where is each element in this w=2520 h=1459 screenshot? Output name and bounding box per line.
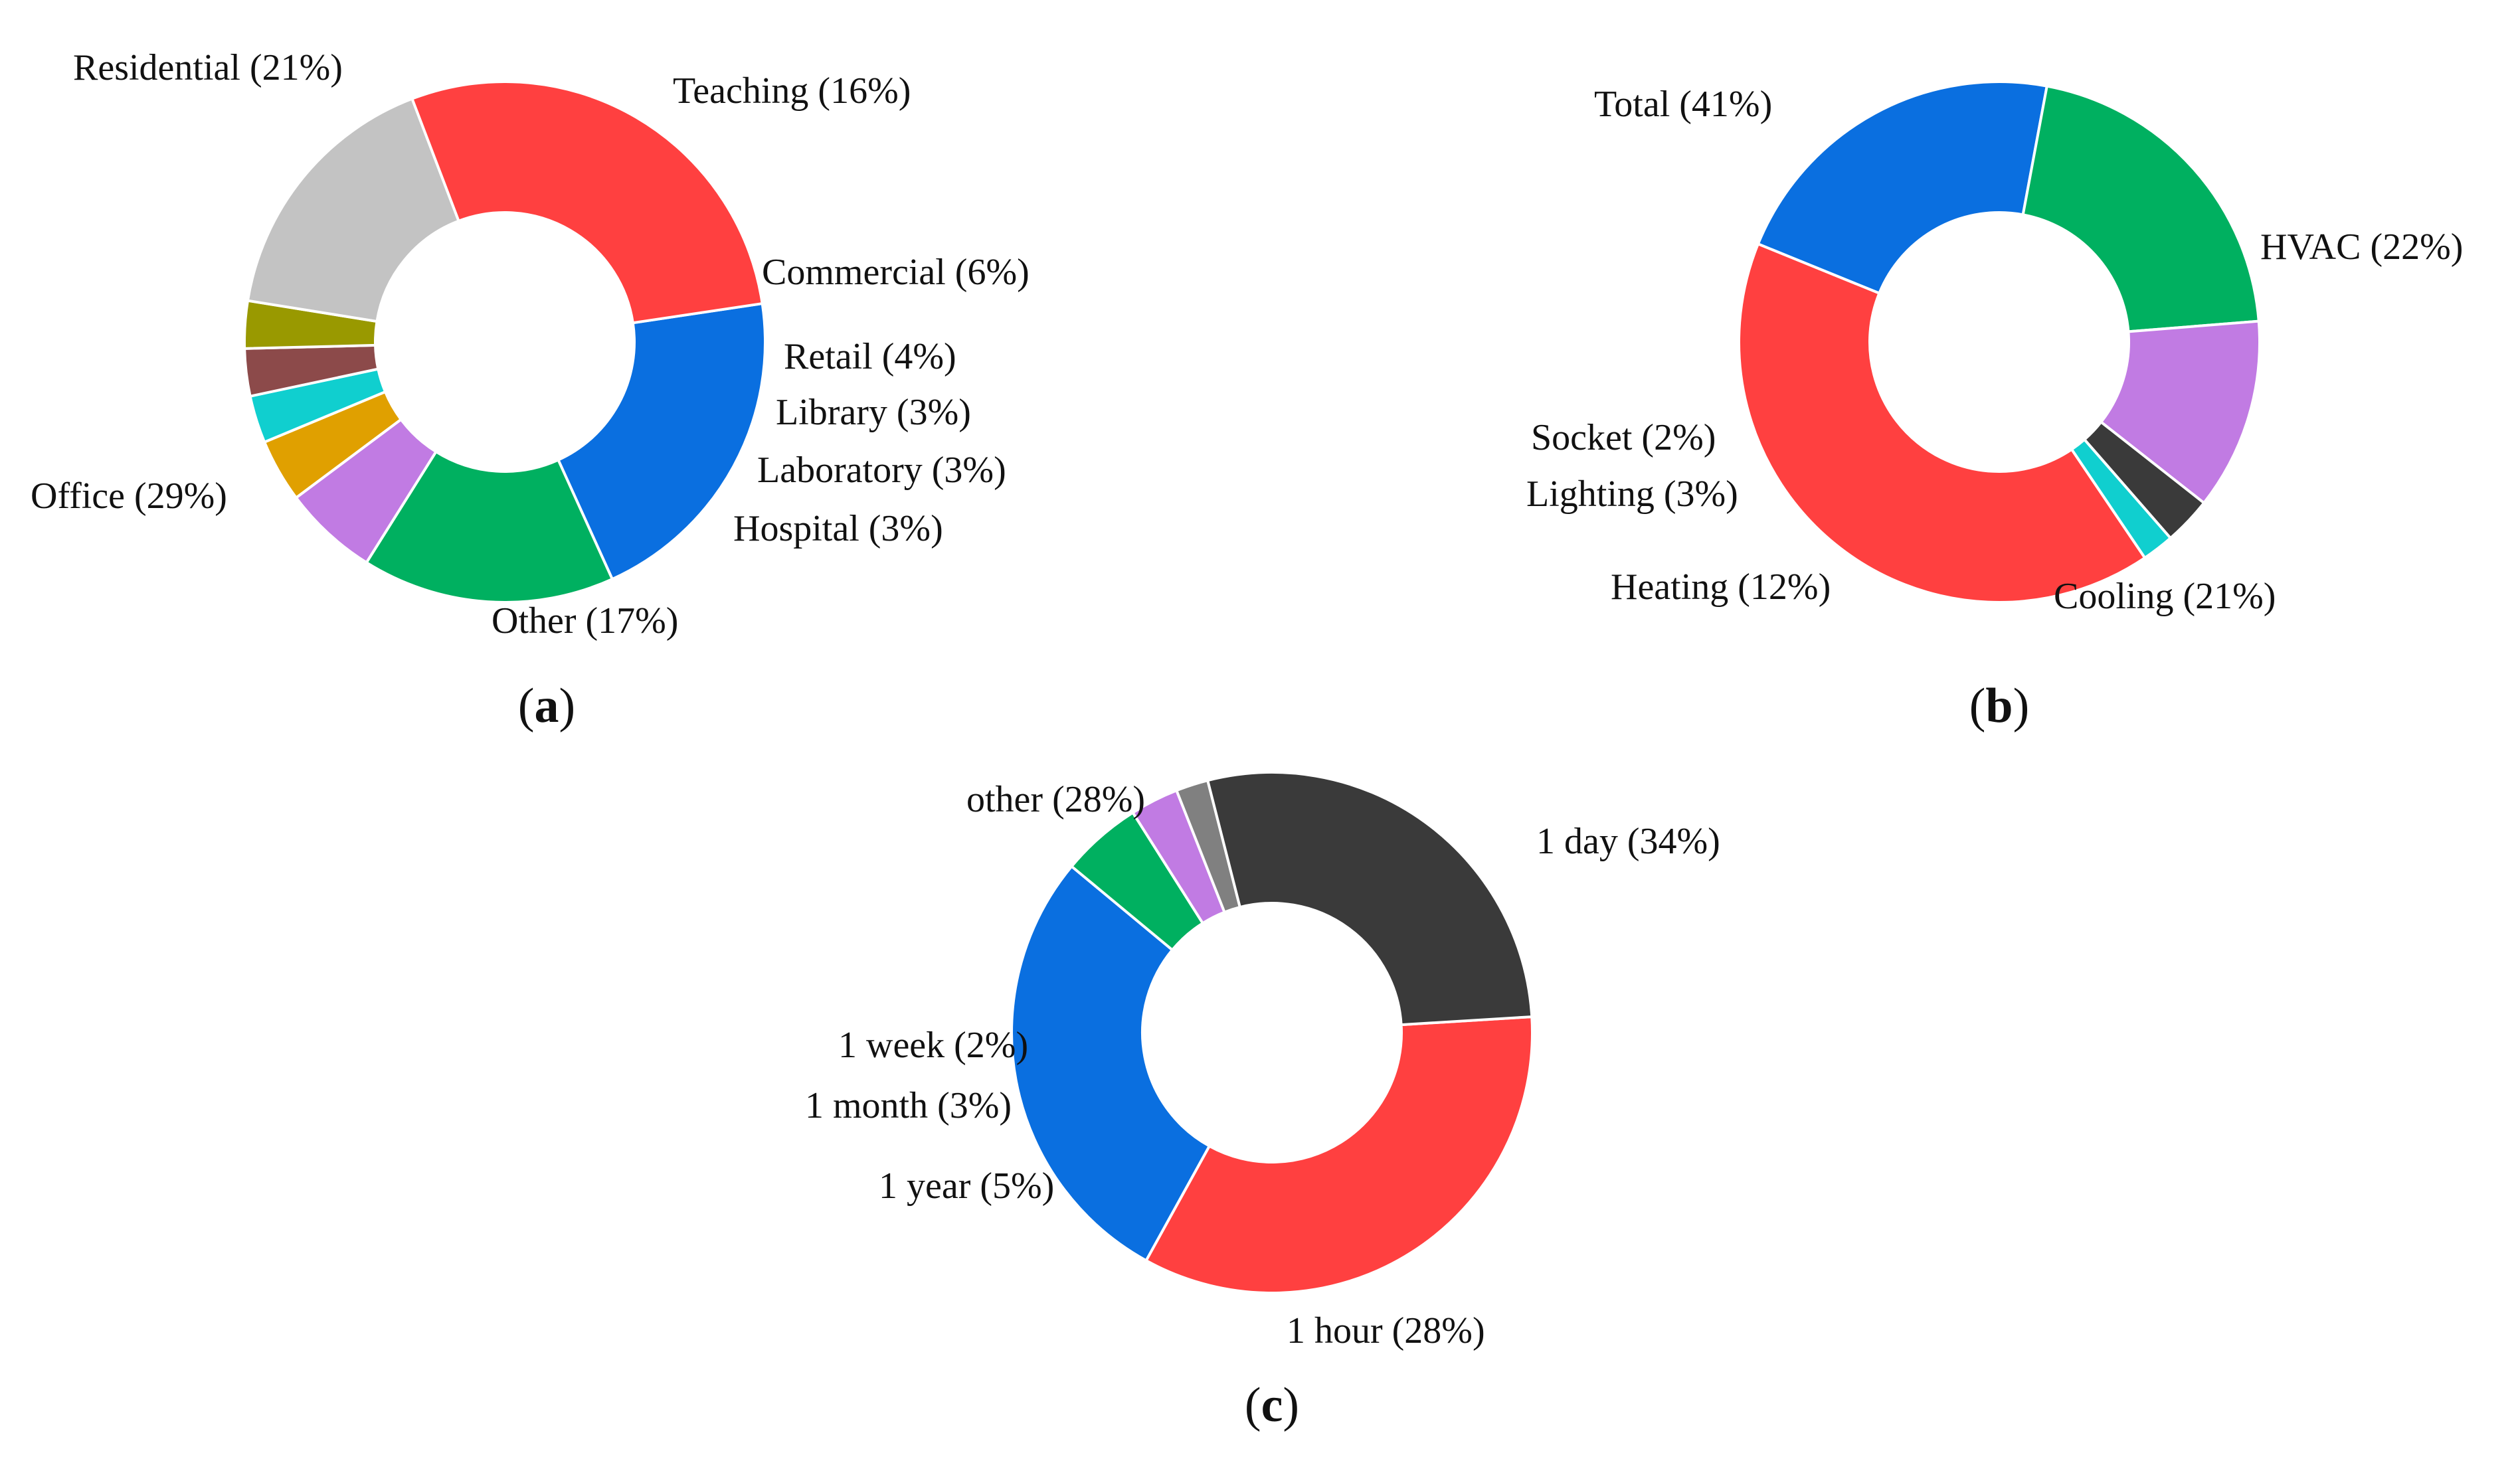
label-1-month: 1 month (3%) — [805, 1085, 1012, 1126]
label-lighting: Lighting (3%) — [1526, 473, 1738, 515]
label-other: Other (17%) — [492, 600, 678, 642]
label-1-day: 1 day (34%) — [1536, 821, 1720, 862]
slice-a-teaching — [365, 450, 614, 604]
caption-b-letter: b — [1985, 679, 2013, 733]
slice-b-cooling — [2021, 84, 2260, 333]
label-commercial: Commercial (6%) — [762, 252, 1030, 293]
caption-a: (a) — [518, 679, 575, 733]
chart-c-slices — [1010, 771, 1534, 1294]
chart-b: Total (41%) HVAC (22%) Cooling (21%) Hea… — [1526, 80, 2463, 733]
chart-c-labels: 1 day (34%) 1 hour (28%) 1 year (5%) 1 m… — [805, 779, 1720, 1351]
label-laboratory: Laboratory (3%) — [757, 450, 1006, 491]
label-heating: Heating (12%) — [1611, 566, 1831, 608]
slice-b-hvac — [1756, 80, 2049, 296]
chart-a-labels: Residential (21%) Teaching (16%) Commerc… — [31, 47, 1030, 642]
slice-b-total — [1738, 242, 2147, 604]
slice-b-socket — [2070, 438, 2173, 560]
chart-a-slices — [243, 80, 766, 604]
slice-a-office — [410, 80, 764, 325]
slice-c-other — [1206, 771, 1534, 1027]
label-teaching: Teaching (16%) — [673, 70, 911, 112]
caption-b: (b) — [1969, 679, 2029, 733]
label-other-c: other (28%) — [966, 779, 1145, 820]
chart-a: Residential (21%) Teaching (16%) Commerc… — [31, 47, 1030, 733]
label-residential: Residential (21%) — [73, 47, 343, 88]
label-office: Office (29%) — [31, 475, 227, 517]
label-hvac: HVAC (22%) — [2260, 226, 2463, 268]
label-1-year: 1 year (5%) — [879, 1165, 1054, 1207]
slice-c-1-hour — [1010, 864, 1212, 1262]
slice-a-residential — [556, 301, 766, 581]
caption-a-letter: a — [535, 679, 559, 733]
label-socket: Socket (2%) — [1531, 417, 1716, 458]
slice-a-other — [246, 97, 461, 323]
caption-c-letter: c — [1261, 1378, 1283, 1432]
chart-b-labels: Total (41%) HVAC (22%) Cooling (21%) Hea… — [1526, 84, 2463, 617]
label-hospital: Hospital (3%) — [733, 508, 943, 549]
caption-c: (c) — [1245, 1378, 1299, 1432]
slice-c-1-day — [1144, 1015, 1534, 1294]
chart-c: 1 day (34%) 1 hour (28%) 1 year (5%) 1 m… — [805, 771, 1720, 1432]
label-1-week: 1 week (2%) — [838, 1025, 1028, 1066]
label-cooling: Cooling (21%) — [2054, 576, 2276, 617]
label-1-hour: 1 hour (28%) — [1287, 1310, 1485, 1351]
label-total: Total (41%) — [1594, 84, 1772, 125]
label-library: Library (3%) — [776, 392, 971, 433]
slice-b-heating — [2099, 319, 2261, 505]
chart-b-slices — [1738, 80, 2261, 604]
label-retail: Retail (4%) — [784, 336, 956, 377]
